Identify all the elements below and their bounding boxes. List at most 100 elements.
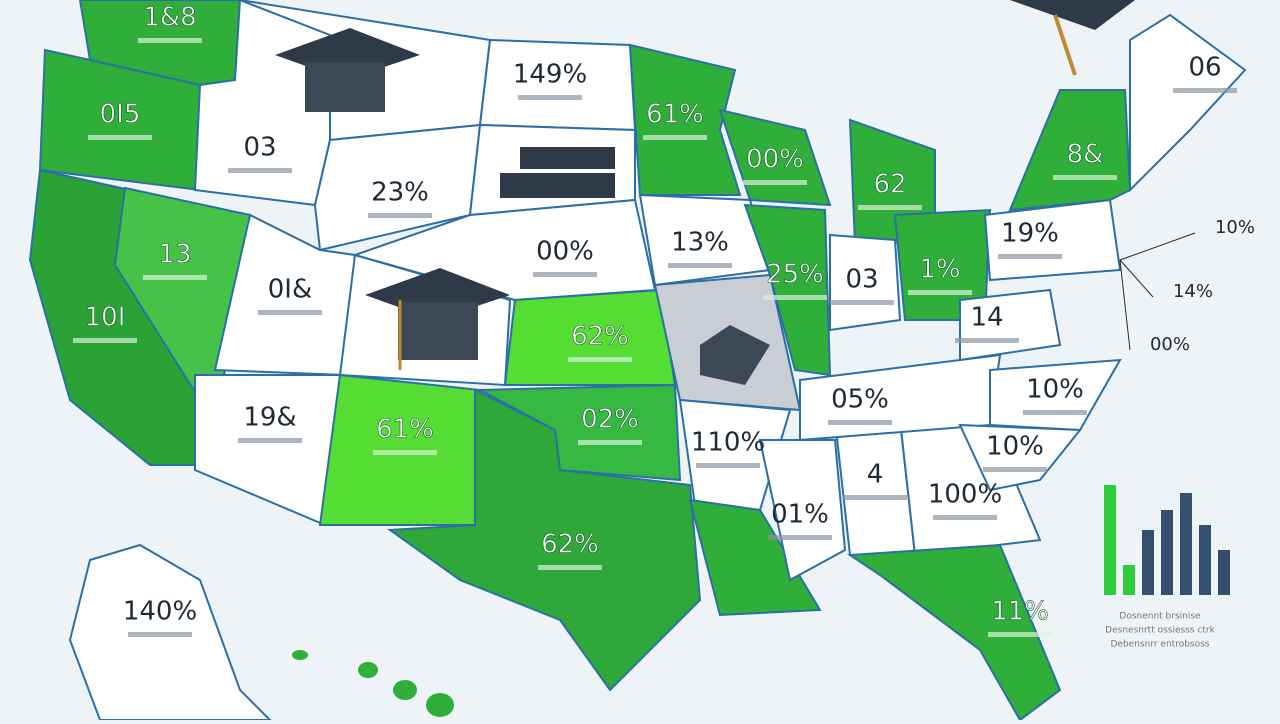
region-label: 00%: [746, 145, 804, 175]
region-label: 05%: [831, 385, 889, 415]
label-caption: [73, 338, 137, 343]
region-label: 03: [845, 265, 878, 295]
label-caption: [988, 632, 1052, 637]
label-caption: [933, 515, 997, 520]
label-caption: [696, 463, 760, 468]
region-label: 03: [243, 133, 276, 163]
callout-line: [1119, 259, 1131, 351]
region: [958, 423, 1083, 492]
region-label: 10%: [986, 432, 1044, 462]
mini-bar: [1123, 565, 1135, 595]
footnote: Dosnennt brsinise: [1119, 612, 1201, 622]
label-caption: [828, 420, 892, 425]
region-label: 100%: [928, 480, 1002, 510]
label-caption: [368, 213, 432, 218]
region-label: 8&: [1067, 140, 1104, 170]
grad-cap: [275, 28, 420, 112]
region: [628, 43, 742, 196]
callout-label: 00%: [1150, 334, 1190, 355]
region-label: 01%: [771, 500, 829, 530]
label-caption: [955, 338, 1019, 343]
region-label: 1&8: [143, 3, 196, 33]
region-label: 19&: [243, 403, 296, 433]
region-label: 0I5: [100, 100, 141, 130]
footnote: Debensnrr entrobsoss: [1111, 640, 1210, 650]
label-caption: [88, 135, 152, 140]
label-caption: [538, 565, 602, 570]
label-caption: [1053, 175, 1117, 180]
label-caption: [138, 38, 202, 43]
region-label: 13%: [671, 228, 729, 258]
region-label: 10%: [1026, 375, 1084, 405]
books: [500, 147, 615, 198]
region-label: 25%: [766, 260, 824, 290]
mini-bar: [1199, 525, 1211, 595]
footnote: Desnesnrtt ossiesss ctrk: [1105, 626, 1215, 636]
label-caption: [908, 290, 972, 295]
region-label: 13: [158, 240, 191, 270]
region: [1129, 13, 1247, 193]
label-caption: [143, 275, 207, 280]
label-caption: [258, 310, 322, 315]
region-label: 06: [1188, 53, 1221, 83]
region-label: 02%: [581, 405, 639, 435]
grad-cap: [1010, 0, 1135, 76]
callout-label: 10%: [1215, 217, 1255, 238]
region: [688, 498, 822, 617]
region-label: 61%: [646, 100, 704, 130]
label-caption: [373, 450, 437, 455]
region-label: 00%: [536, 237, 594, 267]
label-caption: [643, 135, 707, 140]
region-label: 110%: [691, 428, 765, 458]
label-caption: [518, 95, 582, 100]
region-label: 0I&: [268, 275, 312, 305]
label-caption: [843, 495, 907, 500]
label-caption: [238, 438, 302, 443]
callout-line: [1119, 259, 1154, 298]
label-caption: [668, 263, 732, 268]
label-caption: [998, 254, 1062, 259]
label-caption: [228, 168, 292, 173]
region: [829, 233, 902, 332]
label-caption: [768, 535, 832, 540]
label-caption: [578, 440, 642, 445]
label-caption: [830, 300, 894, 305]
overlay: 1&8 0I5 10I 13 03 23% 0I&19& 61% 149% 00% 62% 02% 62…: [73, 2, 1255, 650]
books: [700, 325, 770, 385]
label-caption: [858, 205, 922, 210]
mini-bar: [1180, 493, 1192, 595]
region-label: 62%: [541, 530, 599, 560]
region-label: 62: [873, 170, 906, 200]
region-label: 11%: [991, 597, 1049, 627]
mini-bar: [1104, 485, 1116, 595]
region-label: 1%: [919, 255, 960, 285]
label-caption: [568, 357, 632, 362]
label-caption: [1173, 88, 1237, 93]
region-label: 61%: [376, 415, 434, 445]
region: [743, 203, 832, 377]
region-label: 10I: [85, 303, 126, 333]
region: [313, 123, 482, 252]
region-label: 23%: [371, 178, 429, 208]
label-caption: [763, 295, 827, 300]
label-caption: [1023, 410, 1087, 415]
callout-line: [1119, 232, 1196, 261]
label-caption: [743, 180, 807, 185]
hawaii: [292, 650, 454, 717]
mini-bar: [1218, 550, 1230, 595]
label-caption: [128, 632, 192, 637]
region-label: 149%: [513, 60, 587, 90]
region-label: 62%: [571, 322, 629, 352]
label-caption: [533, 272, 597, 277]
region-label: 19%: [1001, 219, 1059, 249]
mini-bar: [1142, 530, 1154, 595]
grad-cap: [365, 268, 510, 370]
region: [387, 388, 702, 692]
region-label: 14: [970, 303, 1003, 333]
region-label: 140%: [123, 597, 197, 627]
label-caption: [983, 467, 1047, 472]
callout-label: 14%: [1173, 281, 1213, 302]
region-label: 4: [867, 460, 884, 490]
regions: [28, 0, 1247, 722]
